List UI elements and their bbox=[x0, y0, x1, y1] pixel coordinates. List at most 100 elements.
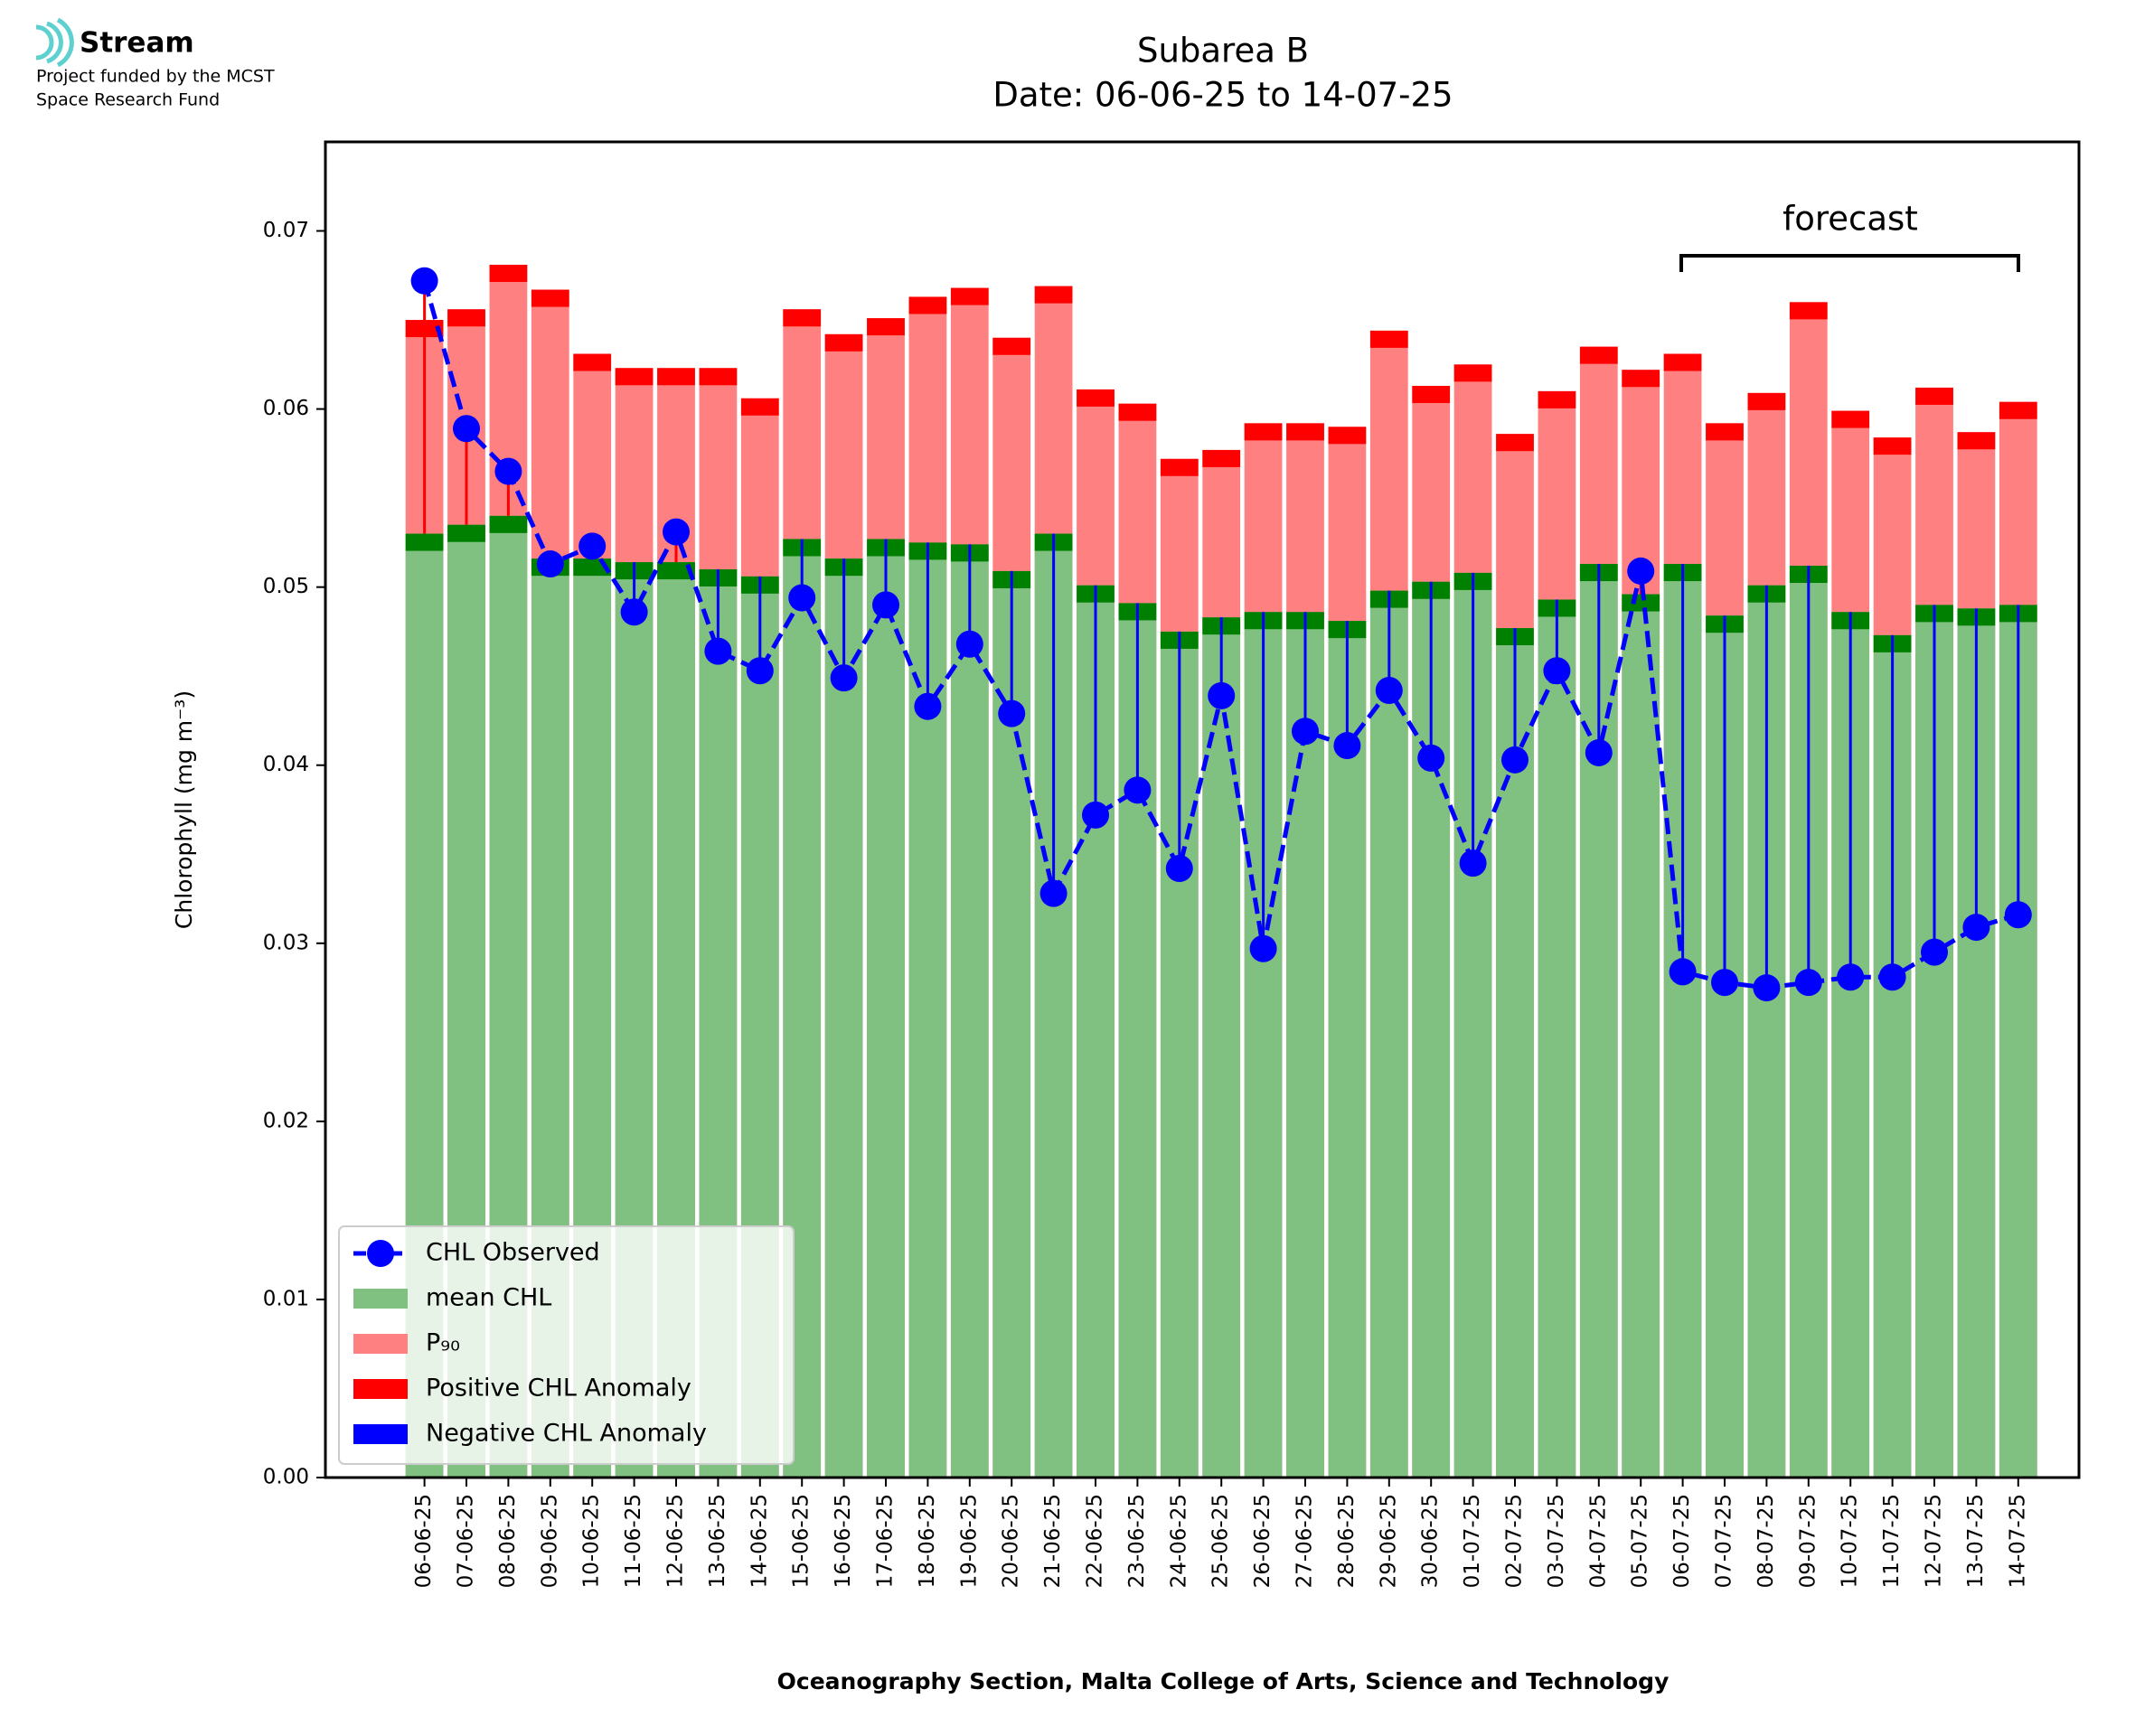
p90-band bbox=[1706, 423, 1744, 441]
mean-bar bbox=[1286, 612, 1324, 1478]
mean-band bbox=[447, 524, 485, 542]
observed-point bbox=[578, 532, 607, 560]
observed-point bbox=[410, 267, 438, 295]
p90-band bbox=[1118, 403, 1157, 421]
y-tick-label: 0.06 bbox=[263, 397, 309, 420]
logo-name: Stream bbox=[80, 27, 194, 60]
observed-point bbox=[1417, 744, 1445, 772]
legend-label: Positive CHL Anomaly bbox=[426, 1375, 691, 1403]
observed-point bbox=[1039, 879, 1068, 907]
observed-point bbox=[494, 457, 522, 485]
mean-bar bbox=[1328, 621, 1367, 1478]
observed-point bbox=[2004, 901, 2032, 929]
x-tick-label: 08-06-25 bbox=[496, 1494, 520, 1588]
y-tick-label: 0.04 bbox=[263, 753, 309, 776]
x-tick-label: 22-06-25 bbox=[1084, 1494, 1107, 1588]
legend-box bbox=[338, 1225, 795, 1465]
observed-point bbox=[536, 550, 564, 578]
p90-band bbox=[1915, 387, 1953, 405]
p90-band bbox=[489, 264, 528, 282]
x-tick-label: 09-07-25 bbox=[1796, 1494, 1820, 1588]
p90-band bbox=[824, 333, 863, 352]
x-tick-label: 08-07-25 bbox=[1754, 1494, 1778, 1588]
observed-point bbox=[1543, 657, 1571, 685]
observed-point bbox=[1921, 938, 1948, 966]
p90-band bbox=[783, 309, 822, 327]
p90-band bbox=[699, 368, 738, 386]
p90-band bbox=[1369, 330, 1408, 348]
p90-band bbox=[1034, 286, 1073, 304]
x-tick-label: 09-06-25 bbox=[538, 1494, 561, 1588]
x-tick-label: 13-07-25 bbox=[1964, 1494, 1988, 1588]
observed-point bbox=[1711, 969, 1738, 997]
x-tick-label: 14-07-25 bbox=[2006, 1494, 2029, 1588]
observed-point bbox=[620, 598, 648, 626]
observed-point bbox=[1501, 746, 1528, 774]
y-tick-label: 0.07 bbox=[263, 219, 309, 242]
p90-band bbox=[740, 398, 779, 416]
legend: CHL Observed mean CHL P₉₀ Positive CHL Anom… bbox=[338, 1225, 795, 1465]
x-tick-label: 26-06-25 bbox=[1251, 1494, 1275, 1588]
mean-bar bbox=[824, 558, 863, 1478]
x-tick-label: 06-07-25 bbox=[1670, 1494, 1694, 1588]
y-tick-label: 0.02 bbox=[263, 1109, 309, 1132]
x-tick-label: 02-07-25 bbox=[1503, 1494, 1527, 1588]
p90-band bbox=[1999, 401, 2037, 419]
p90-band bbox=[447, 309, 485, 327]
mean-band bbox=[405, 533, 444, 551]
observed-point bbox=[1249, 934, 1277, 962]
mean-bar bbox=[950, 544, 989, 1478]
legend-label: mean CHL bbox=[426, 1284, 551, 1312]
legend-label: P₉₀ bbox=[426, 1329, 460, 1357]
x-tick-label: 13-06-25 bbox=[706, 1494, 729, 1588]
mean-band bbox=[1622, 594, 1660, 612]
p90-band bbox=[1244, 423, 1283, 441]
observed-point bbox=[1753, 974, 1781, 1002]
x-tick-label: 21-06-25 bbox=[1041, 1494, 1065, 1588]
observed-point bbox=[663, 518, 690, 546]
x-tick-label: 12-06-25 bbox=[664, 1494, 688, 1588]
p90-band bbox=[657, 368, 695, 386]
x-tick-label: 17-06-25 bbox=[874, 1494, 898, 1588]
x-tick-label: 04-07-25 bbox=[1586, 1494, 1610, 1588]
p90-band bbox=[1160, 458, 1199, 476]
mean-band bbox=[489, 515, 528, 533]
logo: Stream Project funded by the MCST Space … bbox=[35, 17, 275, 110]
y-tick-label: 0.00 bbox=[263, 1466, 309, 1489]
logo-icon bbox=[35, 17, 74, 68]
logo-text: Project funded by the MCST bbox=[36, 67, 275, 87]
x-tick-label: 11-06-25 bbox=[622, 1494, 645, 1588]
x-tick-label: 11-07-25 bbox=[1880, 1494, 1904, 1588]
mean-bar bbox=[1622, 594, 1660, 1478]
p90-band bbox=[1077, 389, 1115, 407]
observed-point bbox=[453, 415, 480, 443]
p90-band bbox=[1579, 346, 1618, 364]
x-tick-label: 16-06-25 bbox=[832, 1494, 855, 1588]
observed-point bbox=[1837, 963, 1865, 991]
y-axis-label: Chlorophyll (mg m⁻³) bbox=[171, 690, 197, 929]
mean-bar bbox=[867, 539, 905, 1478]
observed-point bbox=[1669, 958, 1697, 986]
x-tick-label: 18-06-25 bbox=[916, 1494, 939, 1588]
x-tick-label: 10-06-25 bbox=[580, 1494, 604, 1588]
legend-swatch bbox=[353, 1289, 408, 1309]
p90-band bbox=[1831, 410, 1870, 428]
observed-point bbox=[998, 699, 1026, 727]
chart-subtitle: Date: 06-06-25 to 14-07-25 bbox=[992, 76, 1453, 115]
x-tick-label: 24-06-25 bbox=[1167, 1494, 1190, 1588]
legend-label: Negative CHL Anomaly bbox=[426, 1420, 707, 1448]
p90-band bbox=[950, 287, 989, 305]
legend-swatch bbox=[353, 1424, 408, 1444]
p90-band bbox=[1663, 353, 1702, 371]
x-tick-label: 20-06-25 bbox=[1000, 1494, 1023, 1588]
p90-band bbox=[531, 289, 569, 307]
legend-swatch bbox=[367, 1240, 394, 1267]
p90-band bbox=[1789, 302, 1828, 320]
p90-band bbox=[1538, 390, 1576, 408]
x-tick-label: 05-07-25 bbox=[1629, 1494, 1652, 1588]
x-tick-label: 25-06-25 bbox=[1209, 1494, 1233, 1588]
observed-point bbox=[1292, 718, 1319, 746]
observed-point bbox=[1962, 914, 1990, 942]
observed-point bbox=[1208, 681, 1236, 709]
